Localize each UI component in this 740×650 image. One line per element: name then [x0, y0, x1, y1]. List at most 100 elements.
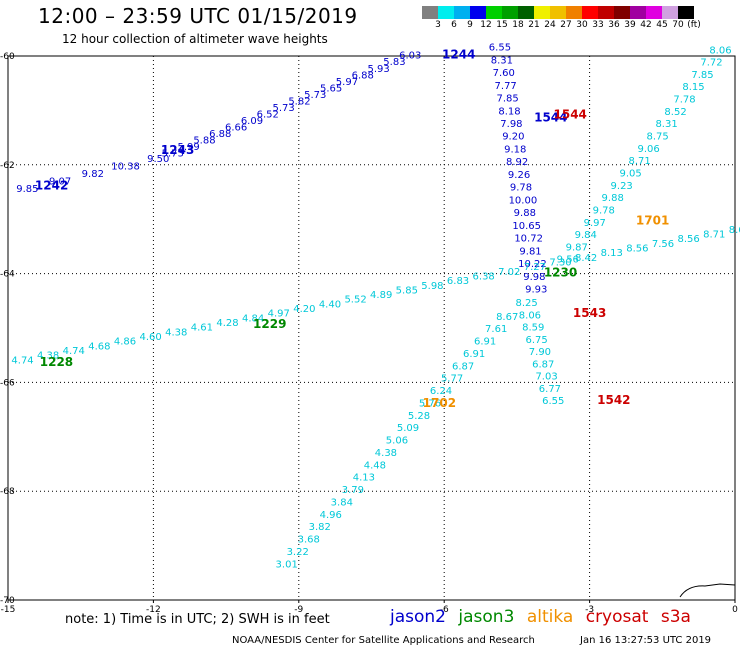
wave-height-value: 7.72	[700, 58, 722, 69]
legend-tick-label: 70	[672, 20, 684, 30]
y-tick-label: -68	[0, 487, 15, 497]
wave-height-value: 8.75	[646, 132, 668, 143]
wave-height-value: 8.59	[522, 323, 544, 334]
satellite-names: jason2 jason3 altika cryosat s3a	[390, 607, 698, 627]
y-tick-label: -66	[0, 378, 15, 388]
wave-height-value: 8.25	[515, 298, 537, 309]
pass-time-label: 1230	[544, 265, 577, 279]
wave-height-value: 5.09	[397, 423, 419, 434]
x-tick-label: -15	[1, 605, 16, 615]
wave-height-value: 6.75	[525, 335, 547, 346]
wave-height-value: 4.38	[375, 448, 397, 459]
wave-height-value: 5.93	[367, 64, 389, 75]
wave-height-value: 9.98	[523, 272, 545, 283]
wave-height-value: 10.72	[514, 234, 543, 245]
pass-time-label: 1542	[597, 393, 630, 407]
wave-height-value: 8.52	[664, 107, 686, 118]
legend-swatch	[614, 6, 630, 19]
wave-height-value: 9.78	[593, 205, 615, 216]
wave-height-value: 7.61	[485, 324, 507, 335]
wave-height-value: 6.83	[447, 276, 469, 287]
wave-height-value: 7.56	[652, 239, 674, 250]
wave-height-value: 7.85	[691, 70, 713, 81]
wave-height-value: 5.28	[408, 411, 430, 422]
wave-height-value: 5.06	[386, 436, 408, 447]
wave-height-value: 4.28	[216, 318, 238, 329]
wave-height-value: 3.22	[287, 547, 309, 558]
y-tick-label: -60	[0, 52, 15, 62]
wave-height-value: 8.06	[709, 45, 731, 56]
wave-height-value: 6.66	[225, 123, 247, 134]
y-tick-label: -70	[0, 596, 15, 606]
wave-height-value: 6.77	[539, 384, 561, 395]
footer-timestamp: Jan 16 13:27:53 UTC 2019	[580, 635, 712, 646]
wave-height-value: 7.03	[535, 372, 557, 383]
legend-swatch	[550, 6, 566, 19]
wave-height-value: 6.24	[430, 386, 452, 397]
wave-height-value: 9.97	[584, 218, 606, 229]
wave-height-value: 8.92	[506, 157, 528, 168]
wave-height-value: 10.65	[512, 221, 541, 232]
wave-height-value: 4.38	[165, 327, 187, 338]
wave-height-value: 8.18	[498, 106, 520, 117]
wave-height-value: 7.85	[496, 94, 518, 105]
wave-height-value: 8.64	[729, 225, 740, 236]
y-tick-label: -62	[0, 161, 15, 171]
wave-height-value: 3.01	[276, 559, 298, 570]
wave-height-value: 8.13	[601, 248, 623, 259]
pass-time-label: 1242	[35, 178, 68, 192]
x-tick-label: -12	[146, 605, 161, 615]
wave-height-value: 8.31	[491, 55, 513, 66]
footer-note: note: 1) Time is in UTC; 2) SWH is in fe…	[65, 612, 330, 627]
wave-height-value: 4.97	[268, 309, 290, 320]
wave-height-value: 4.74	[11, 355, 33, 366]
legend-swatch	[534, 6, 550, 19]
legend-swatch	[582, 6, 598, 19]
wave-height-value: 5.82	[288, 96, 310, 107]
legend-tick-label: 12	[480, 20, 492, 30]
wave-height-value: 8.42	[575, 253, 597, 264]
wave-height-value: 5.73	[304, 90, 326, 101]
wave-height-value: 5.98	[421, 281, 443, 292]
legend-swatch	[422, 6, 438, 19]
wave-height-value: 8.71	[629, 156, 651, 167]
page-subtitle: 12 hour collection of altimeter wave hei…	[62, 32, 328, 46]
wave-height-value: 9.82	[82, 169, 104, 180]
wave-height-value: 6.91	[463, 349, 485, 360]
legend-tick-label: 24	[544, 20, 556, 30]
wave-height-value: 6.87	[532, 359, 554, 370]
legend-tick-label: 3	[435, 20, 441, 30]
y-tick-label: -64	[0, 270, 15, 280]
pass-time-label: 1543	[573, 306, 606, 320]
wave-height-value: 5.97	[336, 77, 358, 88]
x-tick-label: -9	[294, 605, 303, 615]
wave-height-value: 3.68	[298, 535, 320, 546]
legend-tick-label: 39	[624, 20, 636, 30]
wave-height-value: 10.00	[509, 195, 538, 206]
wave-height-value: 8.15	[682, 82, 704, 93]
legend-tick-label: 21	[528, 20, 540, 30]
wave-height-value: 10.22	[518, 259, 547, 270]
wave-height-value: 9.88	[514, 208, 536, 219]
wave-height-value: 6.52	[257, 109, 279, 120]
pass-time-label: 1544	[534, 110, 567, 124]
legend-tick-label: (ft)	[687, 20, 701, 30]
legend-tick-label: 15	[496, 20, 508, 30]
wave-height-value: 4.40	[319, 299, 341, 310]
wave-height-value: 5.77	[441, 374, 463, 385]
legend-swatch	[646, 6, 662, 19]
pass-time-label: 1544	[554, 108, 587, 122]
legend-tick-label: 36	[608, 20, 620, 30]
x-tick-label: -3	[585, 605, 594, 615]
wave-height-value: 10.38	[111, 162, 140, 173]
legend-tick-label: 27	[560, 20, 572, 30]
wave-height-value: 3.79	[342, 485, 364, 496]
legend-color-bar	[422, 6, 740, 19]
wave-height-value: 9.06	[637, 144, 659, 155]
x-tick-label: -6	[440, 605, 449, 615]
legend-swatch	[662, 6, 678, 19]
legend-tick-label: 6	[451, 20, 457, 30]
pass-time-label: 1229	[253, 317, 286, 331]
wave-height-value: 7.02	[498, 267, 520, 278]
